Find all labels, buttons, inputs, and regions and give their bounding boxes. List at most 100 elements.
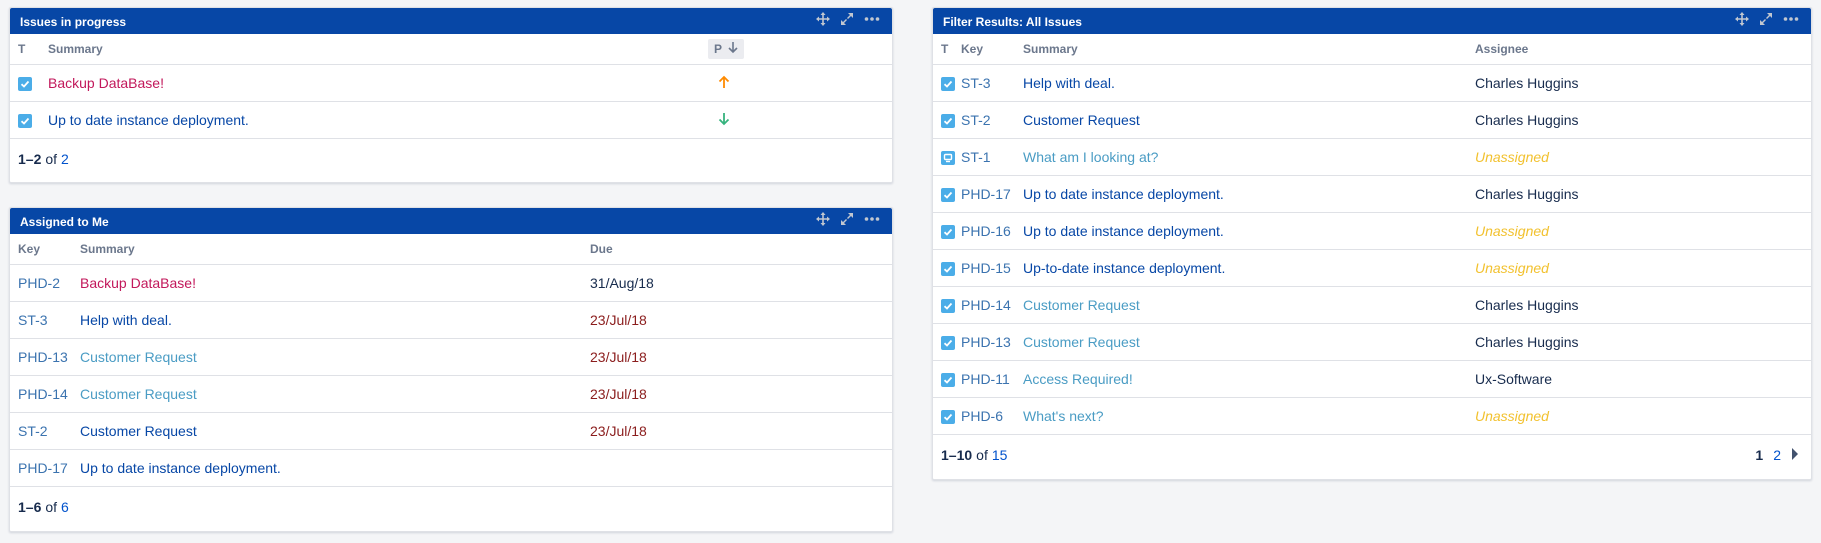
- column-header-summary[interactable]: Summary: [48, 34, 708, 65]
- table-row[interactable]: PHD-11 Access Required! Ux-Software: [933, 360, 1811, 398]
- issue-summary-link[interactable]: Customer Request: [1023, 334, 1140, 350]
- assignee[interactable]: Charles Huggins: [1475, 75, 1579, 91]
- issue-key-link[interactable]: PHD-14: [961, 297, 1011, 313]
- table-row[interactable]: PHD-13 Customer Request Charles Huggins: [933, 323, 1811, 361]
- issue-key-link[interactable]: ST-2: [961, 112, 991, 128]
- issue-summary-link[interactable]: Customer Request: [1023, 297, 1140, 313]
- issue-key-link[interactable]: PHD-2: [18, 275, 61, 291]
- task-check-icon: [18, 114, 32, 129]
- issue-summary-link[interactable]: Up to date instance deployment.: [48, 112, 249, 128]
- next-page-icon[interactable]: [1791, 447, 1799, 463]
- expand-icon[interactable]: [840, 212, 854, 226]
- gadget-title: Assigned to Me: [20, 215, 109, 229]
- column-header-type[interactable]: T: [10, 34, 48, 65]
- issue-summary-link[interactable]: Up-to-date instance deployment.: [1023, 260, 1226, 276]
- table-row[interactable]: PHD-17 Up to date instance deployment. C…: [933, 175, 1811, 213]
- issue-key-link[interactable]: PHD-14: [18, 386, 68, 402]
- table-row[interactable]: ST-1 What am I looking at? Unassigned: [933, 138, 1811, 176]
- expand-icon[interactable]: [1759, 12, 1773, 26]
- more-icon[interactable]: [864, 212, 880, 226]
- table-row[interactable]: Up to date instance deployment.: [10, 101, 892, 139]
- task-check-icon: [18, 77, 32, 92]
- table-row[interactable]: PHD-6 What's next? Unassigned: [933, 397, 1811, 435]
- issue-summary-link[interactable]: Help with deal.: [80, 312, 172, 328]
- issue-key-link[interactable]: PHD-16: [961, 223, 1011, 239]
- issue-key-link[interactable]: PHD-13: [18, 349, 68, 365]
- table-row[interactable]: PHD-14 Customer Request Charles Huggins: [933, 286, 1811, 324]
- issue-summary-link[interactable]: Help with deal.: [1023, 75, 1115, 91]
- assignee[interactable]: Charles Huggins: [1475, 334, 1579, 350]
- move-icon[interactable]: [1735, 12, 1749, 26]
- issue-key-link[interactable]: ST-3: [961, 75, 991, 91]
- issue-summary-link[interactable]: Up to date instance deployment.: [1023, 186, 1224, 202]
- gadget-title: Filter Results: All Issues: [943, 15, 1082, 29]
- issue-key-link[interactable]: PHD-15: [961, 260, 1011, 276]
- issue-summary-link[interactable]: Customer Request: [80, 423, 197, 439]
- issue-summary-link[interactable]: Customer Request: [1023, 112, 1140, 128]
- task-check-icon: [941, 188, 955, 203]
- due-date: 23/Jul/18: [590, 386, 647, 402]
- page-link[interactable]: 2: [1773, 447, 1781, 463]
- issue-key-link[interactable]: PHD-6: [961, 408, 1004, 424]
- table-row[interactable]: Backup DataBase!: [10, 64, 892, 102]
- move-icon[interactable]: [816, 12, 830, 26]
- assignee[interactable]: Charles Huggins: [1475, 186, 1579, 202]
- results-count: 1–10 of 15 1 2: [933, 435, 1811, 475]
- task-check-icon: [941, 410, 955, 425]
- assigned-to-me-table: Key Summary Due PHD-2 Backup DataBase! 3…: [10, 234, 892, 487]
- issue-key-link[interactable]: ST-1: [961, 149, 991, 165]
- results-total-link[interactable]: 6: [61, 499, 69, 515]
- results-total-link[interactable]: 2: [61, 151, 69, 167]
- issue-key-link[interactable]: ST-3: [18, 312, 48, 328]
- table-header-row: T Key Summary Assignee: [933, 34, 1811, 65]
- table-row[interactable]: ST-3 Help with deal. Charles Huggins: [933, 64, 1811, 102]
- table-row[interactable]: PHD-17 Up to date instance deployment.: [10, 449, 892, 487]
- column-header-key[interactable]: Key: [961, 34, 1023, 65]
- assignee[interactable]: Ux-Software: [1475, 371, 1553, 387]
- issue-summary-link[interactable]: Backup DataBase!: [48, 75, 164, 91]
- assignee[interactable]: Charles Huggins: [1475, 297, 1579, 313]
- table-row[interactable]: PHD-14 Customer Request 23/Jul/18: [10, 375, 892, 413]
- column-header-summary[interactable]: Summary: [80, 234, 590, 265]
- issue-summary-link[interactable]: Customer Request: [80, 386, 197, 402]
- more-icon[interactable]: [1783, 12, 1799, 26]
- task-check-icon: [941, 336, 955, 351]
- move-icon[interactable]: [816, 212, 830, 226]
- results-of: of: [976, 447, 988, 463]
- column-header-key[interactable]: Key: [10, 234, 80, 265]
- column-header-type[interactable]: T: [933, 34, 961, 65]
- table-row[interactable]: PHD-16 Up to date instance deployment. U…: [933, 212, 1811, 250]
- results-total-link[interactable]: 15: [991, 447, 1008, 463]
- table-row[interactable]: ST-2 Customer Request Charles Huggins: [933, 101, 1811, 139]
- issue-summary-link[interactable]: Up to date instance deployment.: [80, 460, 281, 476]
- assignee-unassigned: Unassigned: [1475, 149, 1549, 165]
- issue-summary-link[interactable]: Access Required!: [1023, 371, 1133, 387]
- assignee[interactable]: Charles Huggins: [1475, 112, 1579, 128]
- column-header-due[interactable]: Due: [590, 234, 892, 265]
- column-header-priority[interactable]: P: [708, 34, 892, 65]
- table-header-row: T Summary P: [10, 34, 892, 65]
- assigned-to-me-gadget: Assigned to Me Key Summary Due PHD-2 Bac…: [9, 207, 893, 532]
- issue-summary-link[interactable]: What's next?: [1023, 408, 1104, 424]
- table-row[interactable]: ST-3 Help with deal. 23/Jul/18: [10, 301, 892, 339]
- issue-key-link[interactable]: PHD-13: [961, 334, 1011, 350]
- column-header-assignee[interactable]: Assignee: [1475, 34, 1811, 65]
- expand-icon[interactable]: [840, 12, 854, 26]
- table-row[interactable]: PHD-13 Customer Request 23/Jul/18: [10, 338, 892, 376]
- issue-key-link[interactable]: ST-2: [18, 423, 48, 439]
- results-of: of: [45, 151, 58, 167]
- issue-key-link[interactable]: PHD-17: [961, 186, 1011, 202]
- issue-summary-link[interactable]: Customer Request: [80, 349, 197, 365]
- issue-summary-link[interactable]: What am I looking at?: [1023, 149, 1159, 165]
- task-check-icon: [941, 225, 955, 240]
- table-row[interactable]: PHD-2 Backup DataBase! 31/Aug/18: [10, 264, 892, 302]
- issue-key-link[interactable]: PHD-17: [18, 460, 68, 476]
- gadget-header: Assigned to Me: [10, 208, 892, 234]
- column-header-summary[interactable]: Summary: [1023, 34, 1475, 65]
- table-row[interactable]: ST-2 Customer Request 23/Jul/18: [10, 412, 892, 450]
- issue-summary-link[interactable]: Backup DataBase!: [80, 275, 196, 291]
- more-icon[interactable]: [864, 12, 880, 26]
- issue-key-link[interactable]: PHD-11: [961, 371, 1010, 387]
- issue-summary-link[interactable]: Up to date instance deployment.: [1023, 223, 1224, 239]
- table-row[interactable]: PHD-15 Up-to-date instance deployment. U…: [933, 249, 1811, 287]
